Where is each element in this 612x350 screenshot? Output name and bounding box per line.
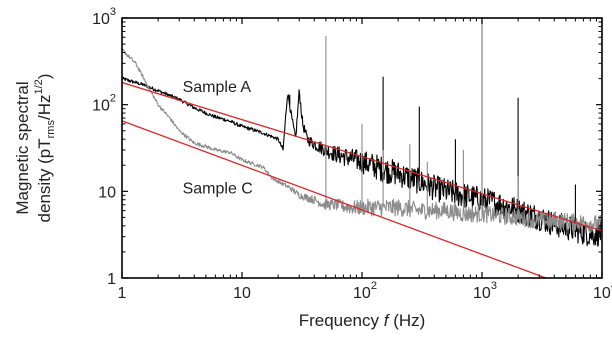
- x-tick-label: 102: [353, 280, 377, 302]
- series-layer: [121, 18, 603, 247]
- series-annotation-2: Sample C: [183, 180, 253, 197]
- y-tick-label: 10: [98, 184, 116, 201]
- label-layer: 1 10 102 103 104 1 10 102 103 Sample A Sample C: [92, 6, 612, 302]
- y-tick-label: 102: [92, 93, 116, 115]
- y-axis-title: Magnetic spectral density (pTrms/Hz1/2): [13, 74, 57, 223]
- fit-line-layer: [121, 81, 603, 279]
- x-tick-label: 103: [473, 280, 497, 302]
- x-tick-label: 1: [118, 285, 127, 302]
- x-tick-label: 104: [593, 280, 612, 302]
- series-line-2: [121, 18, 603, 233]
- y-tick-label: 1: [107, 271, 116, 288]
- fit-line-2: [121, 120, 547, 279]
- y-axis-title-line2: density (pTrms/Hz1/2): [33, 74, 57, 223]
- tick-layer: [121, 17, 603, 279]
- x-tick-label: 10: [233, 285, 251, 302]
- x-axis-title: Frequency f (Hz): [299, 311, 426, 330]
- series-annotation-1: Sample A: [183, 79, 252, 96]
- y-axis-title-line1: Magnetic spectral: [13, 81, 32, 214]
- fit-line-1: [121, 81, 603, 232]
- y-tick-label: 103: [92, 6, 116, 28]
